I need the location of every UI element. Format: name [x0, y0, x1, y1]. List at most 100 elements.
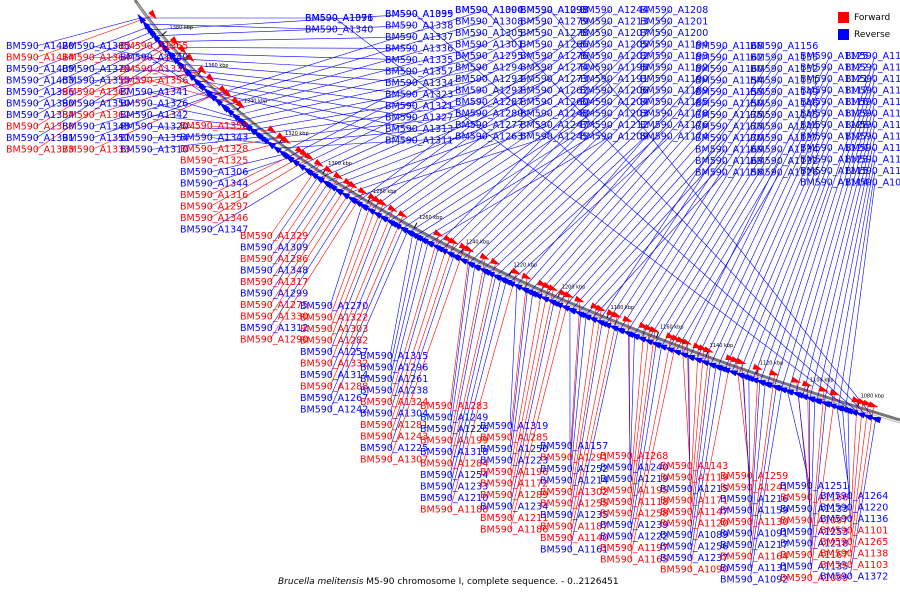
gene-arrow[interactable]: [812, 398, 823, 405]
gene-label[interactable]: BM590_A1099: [780, 573, 848, 584]
gene-label[interactable]: BM590_A1315: [360, 351, 428, 362]
gene-arrow[interactable]: [464, 260, 475, 269]
gene-arrow[interactable]: [296, 162, 307, 171]
gene-label[interactable]: BM590_A1143: [660, 461, 728, 472]
gene-label[interactable]: BM590_A1304: [360, 409, 428, 420]
gene-label[interactable]: BM590_A1354: [120, 133, 188, 144]
gene-label[interactable]: BM590_A1335: [385, 55, 453, 66]
gene-label[interactable]: BM590_A1420: [6, 41, 74, 52]
gene-label[interactable]: BM590_A1257: [300, 347, 368, 358]
gene-label[interactable]: BM590_A1206: [580, 86, 648, 97]
gene-arrow[interactable]: [333, 187, 344, 196]
gene-arrow[interactable]: [235, 100, 246, 109]
gene-label[interactable]: BM590_A1114: [800, 178, 868, 189]
gene-label[interactable]: BM590_A1339: [385, 9, 453, 20]
gene-label[interactable]: BM590_A1218: [780, 539, 848, 550]
gene-label[interactable]: BM590_A1361: [62, 110, 130, 121]
gene-label[interactable]: BM590_A1306: [180, 167, 248, 178]
gene-label[interactable]: BM590_A1240: [600, 463, 668, 474]
gene-arrow[interactable]: [706, 362, 717, 369]
gene-label[interactable]: BM590_A1136: [820, 514, 888, 525]
gene-arrow[interactable]: [547, 284, 559, 292]
gene-label[interactable]: BM590_A1316: [180, 190, 248, 201]
gene-label[interactable]: BM590_A1223: [480, 456, 548, 467]
gene-label[interactable]: BM590_A1314: [300, 370, 368, 381]
gene-label[interactable]: BM590_A1278: [520, 28, 588, 39]
gene-label[interactable]: BM590_A1279: [520, 17, 588, 28]
gene-arrow[interactable]: [790, 376, 802, 383]
gene-arrow[interactable]: [657, 344, 668, 351]
gene-label[interactable]: BM590_A1123: [800, 155, 868, 166]
gene-label[interactable]: BM590_A1165: [600, 555, 668, 566]
gene-label[interactable]: BM590_A1349: [120, 53, 188, 64]
gene-label[interactable]: BM590_A1132: [750, 156, 818, 167]
gene-arrow[interactable]: [471, 264, 482, 272]
gene-label[interactable]: BM590_A1301: [455, 40, 523, 51]
gene-label[interactable]: BM590_A1171: [660, 496, 728, 507]
gene-label[interactable]: BM590_A1281: [360, 420, 428, 431]
gene-arrow[interactable]: [489, 257, 501, 265]
gene-arrow[interactable]: [397, 210, 408, 218]
gene-arrow[interactable]: [197, 65, 207, 75]
gene-label[interactable]: BM590_A1380: [6, 122, 74, 133]
gene-arrow[interactable]: [277, 149, 288, 158]
gene-arrow[interactable]: [636, 336, 647, 343]
gene-label[interactable]: BM590_A1289: [480, 490, 548, 501]
gene-label[interactable]: BM590_A1174: [640, 132, 708, 143]
gene-label[interactable]: BM590_A1169: [695, 145, 763, 156]
gene-label[interactable]: BM590_A1098: [845, 178, 900, 189]
gene-label[interactable]: BM590_A1089: [660, 530, 728, 541]
gene-label[interactable]: BM590_A1340: [305, 25, 373, 36]
gene-label[interactable]: BM590_A1305: [455, 28, 523, 39]
gene-arrow[interactable]: [377, 198, 388, 207]
gene-arrow[interactable]: [752, 363, 763, 370]
gene-label[interactable]: BM590_A1145: [750, 110, 818, 121]
gene-label[interactable]: BM590_A1173: [695, 122, 763, 133]
gene-label[interactable]: BM590_A1162: [695, 53, 763, 64]
gene-label[interactable]: BM590_A1158: [695, 168, 763, 179]
gene-label[interactable]: BM590_A1347: [180, 225, 248, 236]
gene-label[interactable]: BM590_A1270: [300, 301, 368, 312]
gene-label[interactable]: BM590_A1153: [695, 87, 763, 98]
gene-arrow[interactable]: [829, 389, 840, 396]
gene-arrow[interactable]: [479, 252, 490, 260]
gene-label[interactable]: BM590_A1161: [540, 545, 608, 556]
gene-label[interactable]: BM590_A1211: [480, 513, 548, 524]
gene-label[interactable]: BM590_A1350: [62, 99, 130, 110]
gene-label[interactable]: BM590_A1093: [520, 5, 588, 16]
gene-label[interactable]: BM590_A1297: [180, 202, 248, 213]
gene-arrow[interactable]: [169, 36, 179, 46]
gene-label[interactable]: BM590_A1212: [580, 120, 648, 131]
gene-label[interactable]: BM590_A1238: [360, 386, 428, 397]
gene-label[interactable]: BM590_A1317: [240, 277, 308, 288]
gene-label[interactable]: BM590_A1391: [6, 133, 74, 144]
gene-arrow[interactable]: [622, 315, 633, 322]
gene-label[interactable]: BM590_A1154: [695, 76, 763, 87]
gene-label[interactable]: BM590_A1160: [695, 64, 763, 75]
gene-arrow[interactable]: [855, 412, 866, 419]
gene-label[interactable]: BM590_A1168: [695, 41, 763, 52]
gene-arrow[interactable]: [622, 330, 633, 338]
gene-arrow[interactable]: [713, 365, 724, 372]
gene-label[interactable]: BM590_A1255: [540, 499, 608, 510]
gene-arrow[interactable]: [451, 254, 462, 262]
gene-label[interactable]: BM590_A1334: [385, 78, 453, 89]
gene-label[interactable]: BM590_A1195: [600, 486, 668, 497]
gene-label[interactable]: BM590_A1322: [300, 313, 368, 324]
gene-label[interactable]: BM590_A1323: [385, 90, 453, 101]
gene-arrow[interactable]: [539, 295, 550, 303]
gene-arrow[interactable]: [498, 277, 509, 285]
gene-label[interactable]: BM590_A1166: [780, 493, 848, 504]
gene-label[interactable]: BM590_A1118: [600, 497, 668, 508]
gene-arrow[interactable]: [868, 401, 879, 408]
gene-label[interactable]: BM590_A1204: [580, 97, 648, 108]
gene-label[interactable]: BM590_A1263: [455, 132, 523, 143]
gene-label[interactable]: BM590_A1213: [580, 17, 648, 28]
gene-label[interactable]: BM590_A1192: [640, 63, 708, 74]
gene-arrow[interactable]: [457, 257, 469, 265]
gene-label[interactable]: BM590_A1205: [580, 40, 648, 51]
gene-label[interactable]: BM590_A1185: [640, 97, 708, 108]
gene-label[interactable]: BM590_A1403: [6, 76, 74, 87]
gene-label[interactable]: BM590_A1144: [750, 122, 818, 133]
gene-label[interactable]: BM590_A1226: [420, 424, 488, 435]
